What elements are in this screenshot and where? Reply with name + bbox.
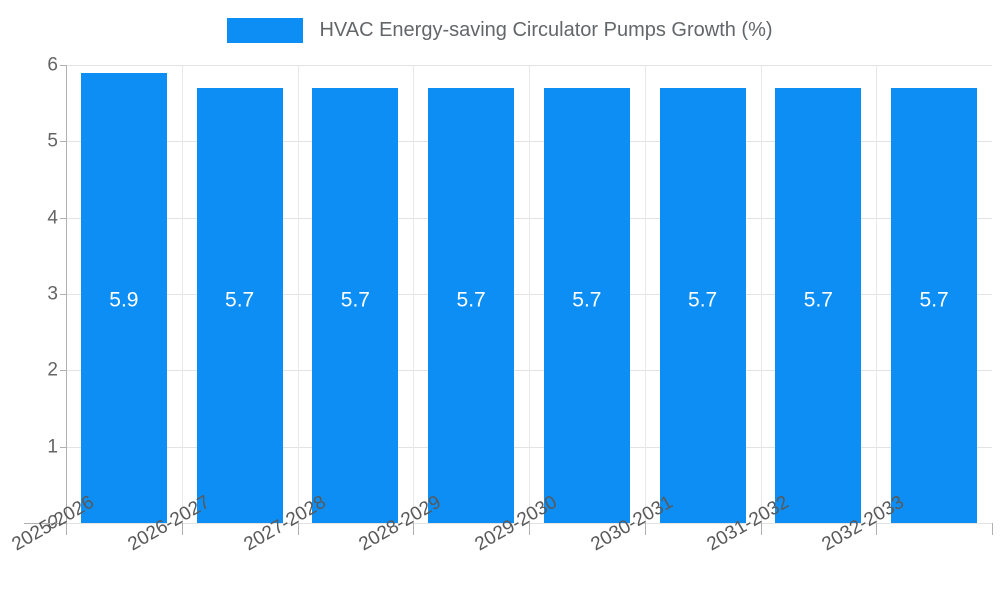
x-gridline	[181, 65, 183, 523]
bar-value-label: 5.7	[688, 288, 718, 312]
x-axis-tick-mark	[297, 523, 299, 535]
x-gridline	[529, 65, 530, 523]
bar[interactable]	[543, 87, 630, 523]
bar-value-label: 5.9	[109, 288, 139, 312]
x-axis-tick-mark	[181, 523, 183, 535]
y-axis-tick-label: 2	[47, 359, 58, 381]
y-axis-tick-mark	[60, 294, 67, 295]
y-axis-tick-label: 3	[47, 283, 58, 305]
legend-label: HVAC Energy-saving Circulator Pumps Grow…	[319, 19, 773, 41]
bar-value-label: 5.7	[572, 288, 602, 312]
y-axis-tick-mark	[60, 65, 67, 66]
bar-value-label: 5.7	[919, 288, 949, 312]
x-axis-tick-mark	[760, 523, 762, 535]
bar-band: 5.7	[876, 65, 992, 523]
y-axis-tick-label: 4	[47, 207, 58, 229]
bar-band: 5.7	[413, 65, 529, 523]
bar[interactable]	[659, 87, 746, 523]
x-gridline	[644, 65, 646, 523]
x-axis-tick-mark	[992, 523, 993, 535]
plot-area: 5.9 5.7 5.7 5.7 5.7 5.7 5.7 5.7	[66, 65, 992, 524]
bar-band: 5.7	[645, 65, 761, 523]
bar-band: 5.7	[298, 65, 414, 523]
y-axis-tick-mark	[60, 141, 67, 143]
bar-value-label: 5.7	[803, 288, 833, 312]
bar[interactable]	[428, 87, 515, 523]
x-axis-tick-mark	[876, 523, 878, 535]
x-axis-tick-mark	[413, 523, 415, 535]
bar-band: 5.7	[182, 65, 298, 523]
x-gridline	[413, 65, 415, 523]
y-axis-tick-mark	[60, 217, 67, 219]
bar-value-label: 5.7	[225, 288, 255, 312]
bar[interactable]	[80, 72, 167, 523]
bar-band: 5.7	[529, 65, 645, 523]
x-gridline	[876, 65, 878, 523]
x-gridline	[297, 65, 299, 523]
bar[interactable]	[312, 87, 399, 523]
y-axis-tick-label: 5	[47, 130, 58, 152]
legend-swatch-icon	[227, 17, 304, 43]
bar[interactable]	[891, 87, 978, 523]
y-axis-tick-mark	[60, 370, 67, 372]
y-axis-tick-label: 6	[47, 54, 58, 76]
x-axis-tick-mark	[66, 523, 67, 535]
bar-value-label: 5.7	[456, 288, 486, 312]
bar[interactable]	[775, 87, 862, 523]
bar[interactable]	[196, 87, 283, 523]
bar-band: 5.7	[761, 65, 877, 523]
chart-legend: HVAC Energy-saving Circulator Pumps Grow…	[0, 12, 1000, 48]
y-axis-tick-mark	[60, 446, 67, 448]
bar-band: 5.9	[66, 65, 182, 523]
x-axis-tick-mark	[529, 523, 530, 535]
bar-value-label: 5.7	[340, 288, 370, 312]
y-axis-tick-label: 1	[47, 436, 58, 458]
x-gridline	[760, 65, 762, 523]
y-axis-tick-mark	[60, 523, 67, 524]
x-axis-tick-mark	[644, 523, 646, 535]
